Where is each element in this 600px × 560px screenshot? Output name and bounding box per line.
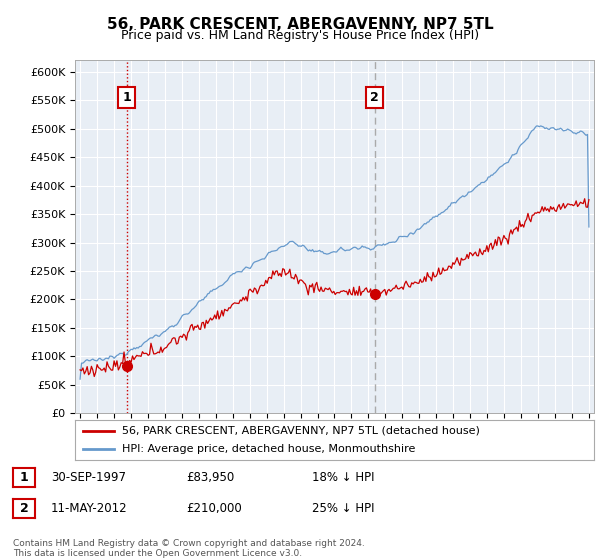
Text: 56, PARK CRESCENT, ABERGAVENNY, NP7 5TL (detached house): 56, PARK CRESCENT, ABERGAVENNY, NP7 5TL … [122,426,479,436]
Text: HPI: Average price, detached house, Monmouthshire: HPI: Average price, detached house, Monm… [122,445,415,454]
Text: Price paid vs. HM Land Registry's House Price Index (HPI): Price paid vs. HM Land Registry's House … [121,29,479,42]
Text: 1: 1 [122,91,131,104]
Text: £83,950: £83,950 [186,470,234,484]
Text: £210,000: £210,000 [186,502,242,515]
Text: 1: 1 [20,470,28,484]
Text: Contains HM Land Registry data © Crown copyright and database right 2024.
This d: Contains HM Land Registry data © Crown c… [13,539,365,558]
Text: 56, PARK CRESCENT, ABERGAVENNY, NP7 5TL: 56, PARK CRESCENT, ABERGAVENNY, NP7 5TL [107,17,493,32]
Text: 2: 2 [20,502,28,515]
Text: 18% ↓ HPI: 18% ↓ HPI [312,470,374,484]
Text: 11-MAY-2012: 11-MAY-2012 [51,502,128,515]
Text: 25% ↓ HPI: 25% ↓ HPI [312,502,374,515]
Text: 2: 2 [370,91,379,104]
Text: 30-SEP-1997: 30-SEP-1997 [51,470,126,484]
